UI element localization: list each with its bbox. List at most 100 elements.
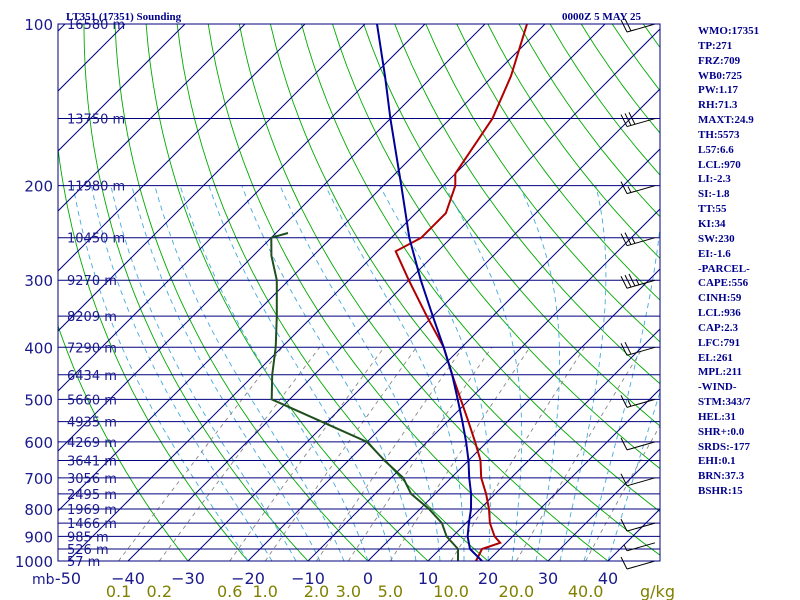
wind-barb xyxy=(620,232,656,247)
temperature-tick-label: 20 xyxy=(478,569,498,588)
mixing-ratio-label: 10.0 xyxy=(433,582,469,600)
height-label: 9270 m xyxy=(67,274,117,289)
index-item: TH:5573 xyxy=(698,128,740,141)
pressure-tick-label: 600 xyxy=(24,434,53,452)
moist-adiabat-line xyxy=(241,185,417,561)
index-item: EL:261 xyxy=(698,351,733,364)
index-item: LCL:936 xyxy=(698,307,741,320)
mixing-ratio-label: 0.2 xyxy=(147,582,172,600)
index-item: EI:-1.6 xyxy=(698,247,731,260)
temperature-tick-label: −20 xyxy=(231,569,265,588)
height-label: 6434 m xyxy=(67,369,117,384)
index-item: TP:271 xyxy=(698,39,733,52)
mixing-ratio-label: 1.0 xyxy=(252,582,277,600)
height-label: 4269 m xyxy=(67,436,117,451)
y-unit-label: mb xyxy=(32,572,55,588)
height-label: 526 m xyxy=(67,543,109,558)
temperature-tick-label: 40 xyxy=(598,569,618,588)
wind-barb xyxy=(620,473,656,487)
wind-barb xyxy=(623,542,656,552)
index-item: CAP:2.3 xyxy=(698,321,739,334)
index-item: WMO:17351 xyxy=(698,25,760,37)
mixing-ratio-label: 3.0 xyxy=(336,582,361,600)
isotherm-line xyxy=(58,24,246,212)
height-label: 13750 m xyxy=(67,113,125,128)
index-item: KI:34 xyxy=(698,217,726,230)
index-item: SRDS:-177 xyxy=(698,440,750,453)
isotherm-line xyxy=(0,24,5,561)
moist-adiabat-line xyxy=(179,185,369,561)
index-item: FRZ:709 xyxy=(698,54,741,67)
temperature-tick-label: −30 xyxy=(171,569,205,588)
dewpoint-profile-line xyxy=(270,232,459,561)
sounding-profiles xyxy=(270,24,528,561)
temperature-tick-label: -50 xyxy=(55,569,81,588)
index-item: EHI:0.1 xyxy=(698,455,736,468)
height-label: 5660 m xyxy=(67,393,117,408)
mixing-ratio-label: 5.0 xyxy=(378,582,403,600)
mixing-ratio-label: 0.1 xyxy=(106,582,131,600)
isotherm-line xyxy=(58,24,306,272)
height-label: 8209 m xyxy=(67,310,117,325)
index-item: MPL:211 xyxy=(698,366,742,379)
mixing-ratio-label: 20.0 xyxy=(499,582,535,600)
height-label: 1969 m xyxy=(67,503,117,518)
height-label: 4935 m xyxy=(67,416,117,431)
wind-barb xyxy=(620,181,656,195)
height-labels: 16580 m 13750 m 11980 m 10450 m 9270 m 8209 m… xyxy=(67,18,125,570)
wind-barb xyxy=(620,395,656,408)
parcel-profile-line xyxy=(376,24,483,561)
wind-barb xyxy=(620,556,656,570)
isotherm-line xyxy=(67,24,606,561)
index-item: LI:-2.3 xyxy=(698,173,731,186)
height-label: 1466 m xyxy=(67,517,117,532)
isotherm-line xyxy=(187,88,660,561)
index-item: -PARCEL- xyxy=(698,262,750,275)
height-label: 3641 m xyxy=(67,455,117,470)
height-label: 2495 m xyxy=(67,488,117,503)
temperature-tick-label: 10 xyxy=(418,569,438,588)
temperature-tick-label: −10 xyxy=(291,569,325,588)
index-item: MAXT:24.9 xyxy=(698,114,754,127)
index-item: SW:230 xyxy=(698,232,735,245)
pressure-axis: 100 200 300 400 500 600 700 800 900 1000 xyxy=(15,16,53,571)
index-item: -WIND- xyxy=(698,381,737,394)
pressure-tick-label: 400 xyxy=(24,339,53,357)
plot-frame xyxy=(57,23,661,562)
isotherm-line xyxy=(58,24,486,452)
isotherm-line xyxy=(58,24,186,152)
height-label: 11980 m xyxy=(67,180,125,195)
pressure-tick-label: 900 xyxy=(24,528,53,546)
pressure-tick-label: 800 xyxy=(24,501,53,519)
temperature-tick-label: 30 xyxy=(538,569,558,588)
isotherm-line xyxy=(58,24,366,332)
pressure-tick-label: 500 xyxy=(24,391,53,409)
index-item: BSHR:15 xyxy=(698,485,743,498)
isobars xyxy=(58,23,660,562)
index-item: SI:-1.8 xyxy=(698,188,730,201)
temperature-profile-line xyxy=(394,24,528,561)
pressure-tick-label: 700 xyxy=(24,470,53,488)
height-label: 985 m xyxy=(67,530,109,545)
index-item: HEL:31 xyxy=(698,410,736,423)
index-item: STM:343/7 xyxy=(698,396,751,409)
pressure-tick-label: 200 xyxy=(24,178,53,196)
wind-barb xyxy=(620,273,656,289)
wind-barb xyxy=(620,437,656,451)
sounding-indices: WMO:17351 TP:271 FRZ:709 WB0:725 PW:1.17 RH:7… xyxy=(698,24,798,499)
isotherm-line xyxy=(58,24,426,392)
index-item: RH:71.3 xyxy=(698,99,738,112)
mixing-ratio-label: 2.0 xyxy=(304,582,329,600)
wind-barbs xyxy=(620,18,656,570)
valid-time: 0000Z 5 MAY 25 xyxy=(562,11,641,23)
wind-barb xyxy=(620,112,656,128)
index-item: SHR+:0.0 xyxy=(698,425,745,438)
wind-barb xyxy=(620,518,656,532)
index-item: TT:55 xyxy=(698,203,727,216)
pressure-tick-label: 300 xyxy=(24,272,53,290)
index-item: L57:6.6 xyxy=(698,143,734,156)
temperature-axis: -50 −40 −30 −20 −10 0 10 20 30 40 xyxy=(55,569,618,588)
isotherm-line xyxy=(247,148,660,561)
temperature-tick-label: −40 xyxy=(111,569,145,588)
